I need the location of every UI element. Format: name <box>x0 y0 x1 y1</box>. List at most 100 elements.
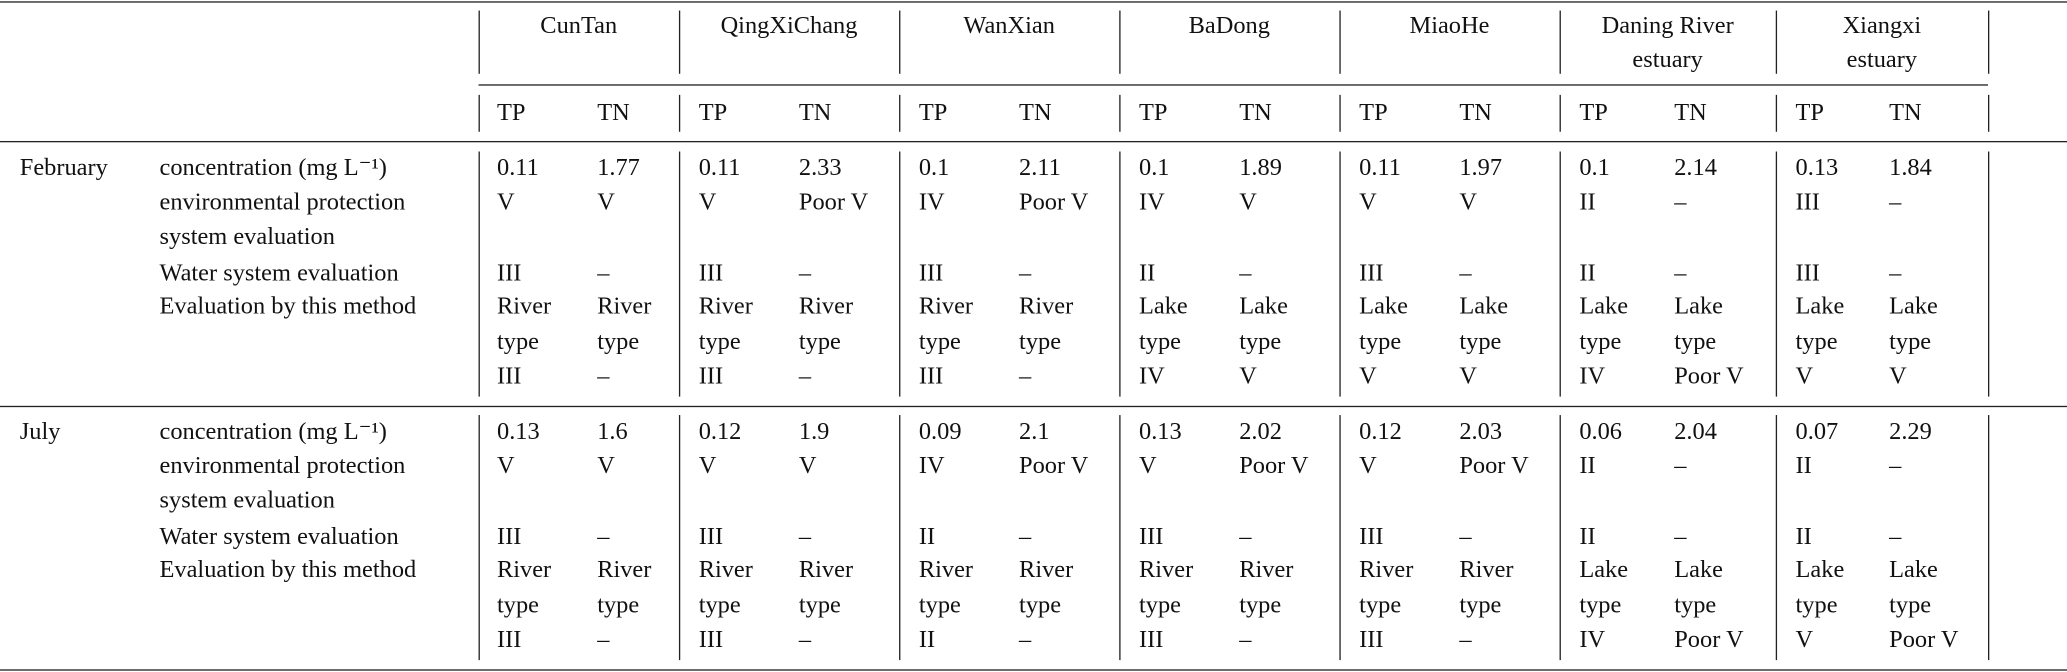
column-rule <box>1119 10 1121 74</box>
rule <box>0 405 2067 408</box>
method-evaluation: type <box>698 328 741 356</box>
column-rule <box>1559 94 1561 132</box>
method-evaluation: – <box>1019 363 1032 391</box>
water-evaluation: II <box>1795 524 1812 551</box>
concentration: 0.1 <box>1139 155 1170 182</box>
method-evaluation: type <box>918 592 961 619</box>
method-evaluation: Lake <box>1795 557 1845 584</box>
method-evaluation: type <box>698 592 741 619</box>
column-rule <box>899 10 901 74</box>
param-label: TP <box>1579 100 1608 127</box>
water-evaluation: – <box>1239 524 1252 551</box>
concentration: 0.1 <box>918 155 950 182</box>
method-evaluation: Poor V <box>1889 627 1959 654</box>
site-name: Xiangxi <box>1842 13 1922 40</box>
concentration: 1.9 <box>798 418 830 446</box>
water-evaluation: III <box>918 260 944 288</box>
concentration: 0.11 <box>1359 155 1401 182</box>
method-evaluation: V <box>1359 363 1377 391</box>
column-rule <box>1775 94 1778 132</box>
column-rule <box>678 415 681 661</box>
concentration: 0.13 <box>1139 418 1182 446</box>
column-rule <box>899 415 901 661</box>
column-rule <box>1775 10 1778 74</box>
env-evaluation: Poor V <box>1019 453 1089 480</box>
method-evaluation: Lake <box>1579 293 1629 321</box>
param-label: TN <box>1674 100 1707 127</box>
method-evaluation: River <box>1019 557 1074 584</box>
method-evaluation: – <box>1459 627 1472 654</box>
param-label: TN <box>597 100 630 127</box>
param-label: TN <box>1459 100 1492 127</box>
method-evaluation: River <box>798 293 854 321</box>
method-evaluation: Lake <box>1889 557 1938 584</box>
concentration: 1.97 <box>1459 155 1503 182</box>
concentration: 0.07 <box>1795 418 1839 446</box>
column-rule <box>478 415 480 661</box>
method-evaluation: River <box>1459 557 1514 584</box>
water-evaluation: – <box>798 260 812 288</box>
param-label: TN <box>1239 100 1272 127</box>
water-evaluation: III <box>1795 260 1820 288</box>
method-evaluation: type <box>496 592 539 619</box>
concentration: 0.11 <box>698 155 741 182</box>
param-label: TN <box>798 100 832 127</box>
env-evaluation: V <box>496 453 515 480</box>
site-name: QingXiChang <box>720 13 858 40</box>
method-evaluation: III <box>496 363 522 391</box>
concentration: 0.1 <box>1579 155 1610 182</box>
concentration: 2.11 <box>1019 155 1061 182</box>
method-evaluation: III <box>698 363 724 391</box>
column-rule <box>1775 151 1778 397</box>
water-evaluation: II <box>1579 260 1596 288</box>
water-evaluation: – <box>1239 260 1252 288</box>
env-evaluation: IV <box>1139 189 1165 217</box>
method-evaluation: – <box>798 363 812 391</box>
param-label: TP <box>918 100 948 127</box>
env-evaluation: V <box>1239 189 1257 217</box>
method-evaluation: Lake <box>1239 293 1288 321</box>
concentration: 0.13 <box>496 418 540 446</box>
concentration: 2.02 <box>1239 418 1282 446</box>
water-evaluation: – <box>597 260 610 288</box>
row-label: environmental protection system evaluati… <box>159 453 406 515</box>
water-evaluation: – <box>1674 524 1687 551</box>
method-evaluation: type <box>496 328 539 356</box>
water-evaluation: III <box>1359 524 1384 551</box>
env-evaluation: II <box>1795 453 1812 480</box>
water-evaluation: II <box>1579 524 1596 551</box>
row-label: Water system evaluation <box>159 524 399 551</box>
row-label: Water system evaluation <box>159 260 399 288</box>
method-evaluation: V <box>1795 627 1814 654</box>
method-evaluation: River <box>698 293 753 321</box>
env-evaluation: V <box>1359 453 1377 480</box>
env-evaluation: V <box>496 189 515 217</box>
concentration: 2.14 <box>1674 155 1717 182</box>
row-label: concentration (mg L⁻¹) <box>159 418 387 446</box>
column-rule <box>1559 10 1561 74</box>
column-rule <box>478 94 480 132</box>
env-evaluation: – <box>1889 189 1902 217</box>
method-evaluation: type <box>1459 328 1502 356</box>
env-evaluation: V <box>698 453 717 480</box>
column-rule <box>678 94 681 132</box>
method-evaluation: III <box>1139 627 1164 654</box>
method-evaluation: River <box>1139 557 1194 584</box>
method-evaluation: River <box>597 557 652 584</box>
method-evaluation: River <box>698 557 753 584</box>
method-evaluation: V <box>1889 363 1907 391</box>
param-label: TP <box>496 100 526 127</box>
env-evaluation: II <box>1579 453 1596 480</box>
method-evaluation: River <box>1239 557 1294 584</box>
concentration: 0.06 <box>1579 418 1623 446</box>
concentration: 2.04 <box>1674 418 1717 446</box>
env-evaluation: – <box>1674 189 1687 217</box>
site-name: CunTan <box>540 13 618 40</box>
column-rule <box>1119 151 1121 397</box>
env-evaluation: – <box>1674 453 1687 480</box>
row-label: Evaluation by this method <box>159 293 417 321</box>
method-evaluation: type <box>798 328 841 356</box>
method-evaluation: II <box>918 627 936 654</box>
method-evaluation: – <box>1019 627 1032 654</box>
method-evaluation: type <box>798 592 841 619</box>
